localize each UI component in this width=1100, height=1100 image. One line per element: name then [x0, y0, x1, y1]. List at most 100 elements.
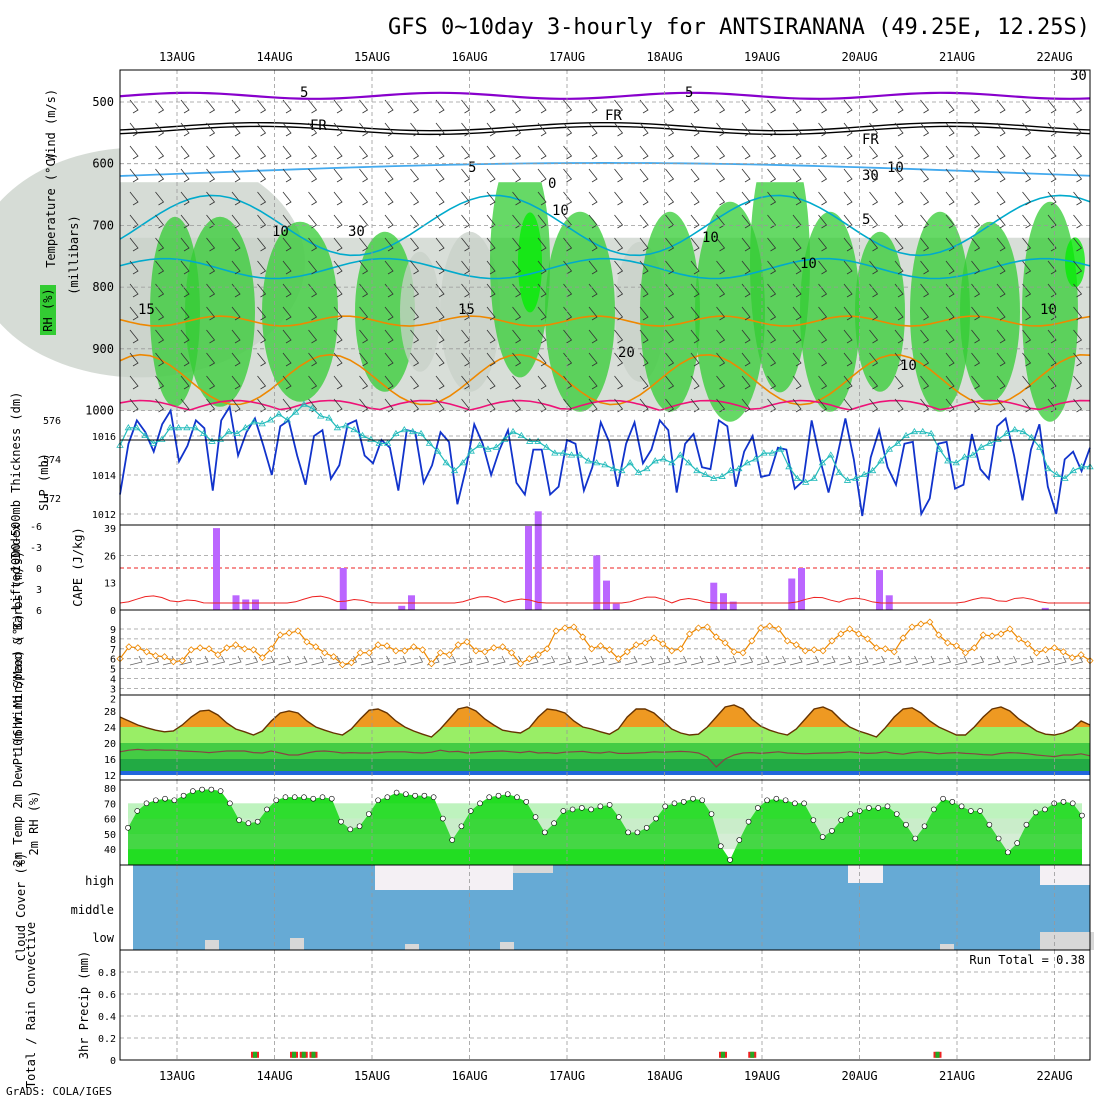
- low-cloud-block: [405, 944, 419, 950]
- top-date-label: 20AUG: [841, 50, 877, 64]
- wind-barb: [257, 375, 267, 390]
- thickness-point: [994, 435, 1002, 442]
- wind-speed-point: [552, 627, 560, 635]
- wind-barb: [1073, 329, 1083, 344]
- wind-speed-point: [1006, 625, 1014, 633]
- thickness-point: [643, 464, 651, 472]
- wind-barb: [1073, 168, 1083, 183]
- wind-barb: [741, 375, 751, 390]
- wind-speed-point: [187, 646, 195, 654]
- rh-axis-label: RH (%): [41, 288, 55, 331]
- wind-barb: [971, 655, 985, 666]
- wind-speed-point: [730, 648, 738, 656]
- wind-barb: [512, 168, 522, 183]
- wind-barb: [792, 329, 802, 344]
- wind-barb: [869, 191, 879, 206]
- wind-barb: [641, 655, 655, 666]
- wind-barb: [308, 168, 318, 183]
- wind-speed-point: [152, 652, 160, 660]
- wind-barb: [614, 352, 624, 367]
- wind-barb: [180, 260, 190, 275]
- thickness-point: [475, 441, 484, 448]
- wind-barb: [767, 145, 777, 160]
- rh-point: [254, 818, 261, 825]
- cape-bar: [339, 568, 347, 610]
- wind-barb: [639, 375, 649, 390]
- wind-barb: [588, 191, 598, 206]
- wind-speed-point: [365, 649, 373, 657]
- thickness-point: [425, 439, 434, 446]
- wind-speed-point: [766, 622, 774, 630]
- thickness-point: [551, 449, 559, 456]
- wind-barb: [792, 168, 802, 183]
- wind-barb: [1073, 283, 1083, 298]
- wind-barb: [308, 191, 318, 206]
- wind-barb: [894, 237, 904, 252]
- thickness-point: [275, 410, 283, 417]
- wind-speed-point: [881, 645, 889, 653]
- wind-barb: [639, 191, 649, 206]
- wind-barb: [308, 99, 318, 114]
- wind-barb: [839, 655, 853, 666]
- wind-barb: [360, 655, 374, 666]
- wind-speed-point: [1050, 644, 1058, 652]
- wind-barb: [206, 398, 216, 413]
- wind-barb: [1022, 191, 1032, 206]
- wind-barb: [792, 99, 802, 114]
- temp-above-mask: [120, 695, 1090, 737]
- rh-point: [782, 797, 789, 804]
- rh-point: [958, 803, 965, 810]
- wind-barb: [843, 260, 853, 275]
- rh-point: [1014, 840, 1020, 846]
- wind-speed-point: [125, 643, 133, 651]
- rh-point: [884, 803, 891, 810]
- wind-barb: [308, 329, 318, 344]
- cloud-tick: low: [92, 931, 114, 945]
- temp-band: [120, 771, 1090, 775]
- rh-point: [662, 803, 669, 810]
- contour-line: [119, 257, 1091, 280]
- wind-barb: [843, 145, 853, 160]
- wind-barb: [938, 655, 952, 666]
- pressure-tick: 900: [92, 342, 114, 356]
- wind-speed-point: [454, 641, 462, 649]
- cape-bar: [398, 605, 406, 610]
- wind-speed-point: [481, 648, 489, 656]
- wind-speed-point: [285, 629, 293, 637]
- wind-barb: [129, 306, 139, 321]
- wind-barb: [872, 655, 886, 666]
- wind-barb: [818, 99, 828, 114]
- wind-barb: [359, 352, 369, 367]
- wind-barb: [971, 352, 981, 367]
- wind-barb: [155, 329, 165, 344]
- wind-barb: [843, 99, 853, 114]
- wind-speed-point: [828, 637, 836, 645]
- wind-barb: [588, 352, 598, 367]
- rh-point: [152, 797, 159, 804]
- wind10m-frame: [119, 609, 1091, 696]
- wind-speed-point: [214, 651, 222, 659]
- wind-barb: [843, 329, 853, 344]
- rh-point: [1032, 809, 1039, 816]
- wind-barb: [1073, 191, 1083, 206]
- thickness-point: [843, 476, 852, 483]
- wind-barb: [818, 214, 828, 229]
- wind-barb: [512, 398, 522, 413]
- wind-barb: [410, 398, 420, 413]
- wind-barb: [257, 237, 267, 252]
- wind-barb: [512, 260, 522, 275]
- slp-tick: 1012: [92, 510, 116, 521]
- rh-point: [847, 811, 854, 817]
- wind-barb: [1047, 283, 1057, 298]
- pressure-tick: 500: [92, 95, 114, 109]
- wind-speed-point: [837, 630, 845, 638]
- wind-barb: [996, 398, 1006, 413]
- rh-band: [128, 833, 1082, 850]
- wind-barb: [588, 306, 598, 321]
- wind-barb: [486, 99, 496, 114]
- contour-line: [119, 125, 1091, 136]
- wind-barb: [558, 655, 572, 666]
- thickness-point: [960, 453, 969, 460]
- wind-barb: [996, 168, 1006, 183]
- wind-speed-point: [543, 645, 551, 653]
